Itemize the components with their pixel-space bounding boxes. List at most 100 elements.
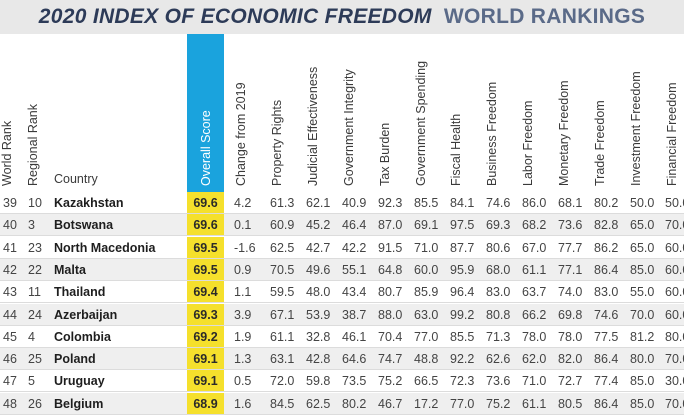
investment-freedom-cell: 85.0: [630, 396, 655, 411]
world-rank-cell: 48: [3, 396, 17, 411]
property-rights-cell: 61.3: [270, 196, 295, 210]
investment-freedom-cell: 85.0: [630, 262, 655, 277]
government-spending-cell: 60.0: [414, 262, 439, 277]
table-row: 47 5 Uruguay 69.1 0.5 72.0 59.8 73.5 75.2 66.5 72.…: [0, 370, 684, 393]
title-prefix: 2020 INDEX OF: [38, 5, 195, 28]
world-rank-cell: 46: [3, 352, 17, 367]
regional-rank-cell: 11: [28, 285, 41, 300]
row-divider: [0, 279, 684, 281]
fiscal-health-cell: 97.5: [450, 218, 475, 233]
overall-score-header-bg: [187, 34, 224, 192]
monetary-freedom-cell: 78.0: [558, 329, 583, 344]
government-spending-cell: 48.8: [414, 352, 439, 367]
trade-freedom-cell: 86.4: [594, 262, 619, 277]
government-integrity-cell: 73.5: [342, 374, 367, 389]
investment-freedom-cell: 50.0: [630, 196, 655, 210]
country-cell: Kazakhstan: [54, 196, 124, 210]
monetary-freedom-cell: 74.0: [558, 285, 583, 300]
government-integrity-cell: 40.9: [342, 196, 367, 210]
government-spending-cell: 17.2: [414, 396, 439, 411]
row-divider: [0, 346, 684, 348]
judicial-effectiveness-cell: 49.6: [306, 262, 331, 277]
world-rank-cell: 45: [3, 329, 17, 344]
monetary-freedom-cell: 72.7: [558, 374, 583, 389]
fiscal-health-cell: 92.2: [450, 352, 475, 367]
financial-freedom-cell: 70.0: [665, 396, 684, 411]
world-rank-cell: 39: [3, 196, 17, 210]
header-investment-freedom: Investment Freedom: [629, 71, 643, 186]
monetary-freedom-cell: 80.5: [558, 396, 583, 411]
monetary-freedom-cell: 82.0: [558, 352, 583, 367]
trade-freedom-cell: 86.4: [594, 396, 619, 411]
tax-burden-cell: 88.0: [378, 307, 403, 322]
property-rights-cell: 63.1: [270, 352, 295, 367]
overall-score-cell: 69.1: [187, 348, 224, 371]
header-government-spending: Government Spending: [414, 60, 428, 186]
government-spending-cell: 77.0: [414, 329, 439, 344]
tax-burden-cell: 74.7: [378, 352, 403, 367]
table-row: 44 24 Azerbaijan 69.3 3.9 67.1 53.9 38.7 88.0 63.…: [0, 303, 684, 326]
investment-freedom-cell: 70.0: [630, 307, 655, 322]
header-labor-freedom: Labor Freedom: [521, 100, 535, 186]
trade-freedom-cell: 82.8: [594, 218, 619, 233]
regional-rank-cell: 10: [28, 196, 42, 210]
tax-burden-cell: 75.2: [378, 374, 403, 389]
property-rights-cell: 72.0: [270, 374, 295, 389]
world-rank-cell: 42: [3, 262, 17, 277]
table-row: 42 22 Malta 69.5 0.9 70.5 49.6 55.1 64.8 60.0 95.9…: [0, 258, 684, 281]
country-cell: Malta: [54, 262, 86, 277]
property-rights-cell: 59.5: [270, 285, 295, 300]
judicial-effectiveness-cell: 32.8: [306, 329, 331, 344]
business-freedom-cell: 62.6: [486, 352, 511, 367]
overall-score-cell: 68.9: [187, 392, 224, 415]
row-divider: [0, 369, 684, 371]
table-row: 41 23 North Macedonia 69.5 -1.6 62.5 42.7 42.2 9…: [0, 236, 684, 259]
header-judicial-effectiveness: Judicial Effectiveness: [306, 66, 320, 186]
row-divider: [0, 257, 684, 259]
business-freedom-cell: 73.6: [486, 374, 511, 389]
judicial-effectiveness-cell: 62.5: [306, 396, 331, 411]
row-divider: [0, 302, 684, 304]
labor-freedom-cell: 78.0: [522, 329, 547, 344]
labor-freedom-cell: 62.0: [522, 352, 547, 367]
table-row: 43 11 Thailand 69.4 1.1 59.5 48.0 43.4 80.7 85.9 9…: [0, 281, 684, 304]
property-rights-cell: 62.5: [270, 240, 295, 255]
government-integrity-cell: 46.1: [342, 329, 367, 344]
change-cell: 0.5: [234, 374, 252, 389]
business-freedom-cell: 71.3: [486, 329, 511, 344]
investment-freedom-cell: 85.0: [630, 374, 655, 389]
property-rights-cell: 70.5: [270, 262, 295, 277]
labor-freedom-cell: 68.2: [522, 218, 547, 233]
government-integrity-cell: 46.4: [342, 218, 367, 233]
row-divider: [0, 391, 684, 393]
table-row: 45 4 Colombia 69.2 1.9 61.1 32.8 46.1 70.4 77.0 85…: [0, 325, 684, 348]
monetary-freedom-cell: 77.7: [558, 240, 583, 255]
government-integrity-cell: 42.2: [342, 240, 367, 255]
overall-score-cell: 69.6: [187, 214, 224, 237]
judicial-effectiveness-cell: 53.9: [306, 307, 331, 322]
regional-rank-cell: 3: [28, 218, 35, 233]
title-suffix: WORLD RANKINGS: [443, 5, 646, 28]
tax-burden-cell: 91.5: [378, 240, 403, 255]
trade-freedom-cell: 83.0: [594, 285, 619, 300]
world-rank-cell: 41: [3, 240, 17, 255]
business-freedom-cell: 69.3: [486, 218, 511, 233]
monetary-freedom-cell: 69.8: [558, 307, 583, 322]
country-cell: Azerbaijan: [54, 307, 118, 322]
financial-freedom-cell: 70.0: [665, 352, 684, 367]
page-title: 2020 INDEX OF ECONOMIC FREEDOM WORLD RAN…: [39, 5, 645, 29]
regional-rank-cell: 25: [28, 352, 42, 367]
fiscal-health-cell: 96.4: [450, 285, 475, 300]
government-spending-cell: 85.9: [414, 285, 439, 300]
fiscal-health-cell: 85.5: [450, 329, 475, 344]
labor-freedom-cell: 61.1: [522, 396, 547, 411]
government-spending-cell: 66.5: [414, 374, 439, 389]
financial-freedom-cell: 60.0: [665, 262, 684, 277]
row-divider: [0, 413, 684, 415]
financial-freedom-cell: 60.0: [665, 307, 684, 322]
country-cell: Uruguay: [54, 374, 105, 389]
row-divider: [0, 324, 684, 326]
monetary-freedom-cell: 68.1: [558, 196, 583, 210]
government-spending-cell: 71.0: [414, 240, 439, 255]
labor-freedom-cell: 66.2: [522, 307, 547, 322]
